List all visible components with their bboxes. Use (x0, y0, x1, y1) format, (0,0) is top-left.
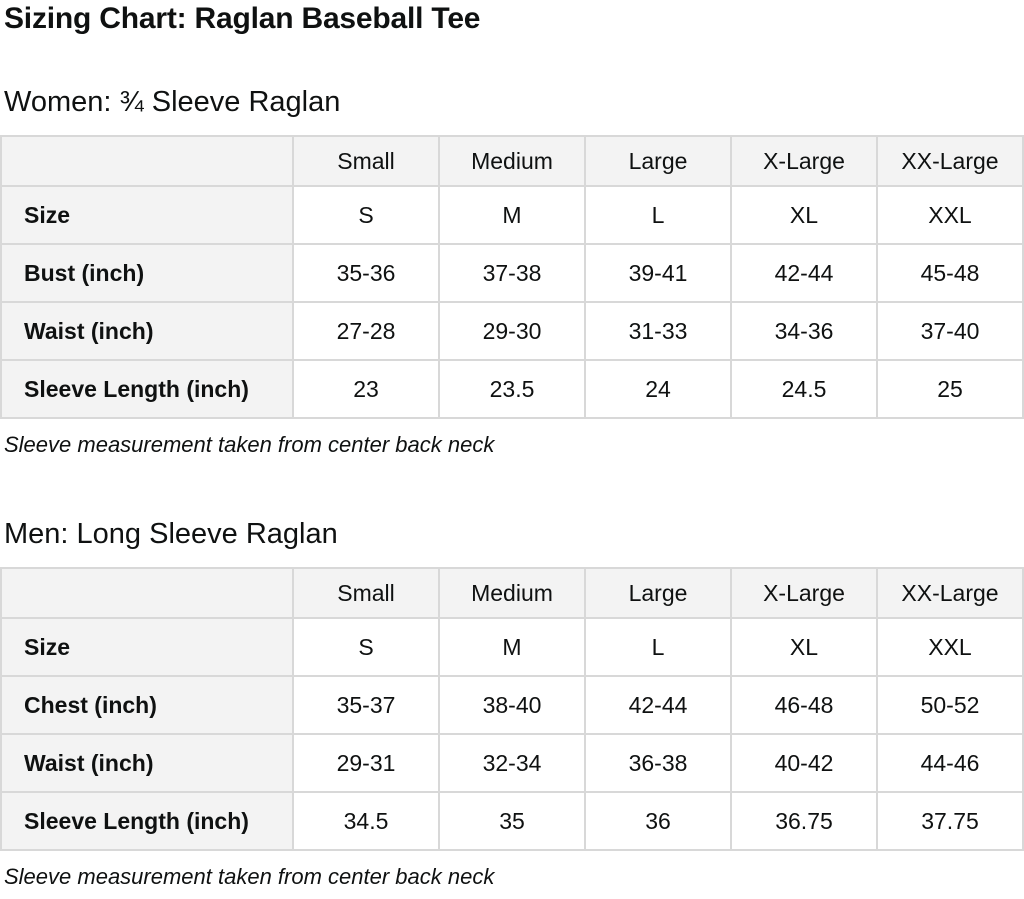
table-cell: 37-38 (438, 243, 586, 303)
table-cell: M (438, 185, 586, 245)
table-cell: 42-44 (584, 675, 732, 735)
table-cell: 23.5 (438, 359, 586, 419)
column-header-xxlarge: XX-Large (876, 567, 1024, 619)
table-cell: XL (730, 185, 878, 245)
sleeve-note-women: Sleeve measurement taken from center bac… (4, 432, 495, 457)
table-cell: 29-30 (438, 301, 586, 361)
column-header-xxlarge: XX-Large (876, 135, 1024, 187)
women-sizing-table: Small Medium Large X-Large XX-Large Size… (0, 135, 1024, 419)
table-row-bust: Bust (inch) 35-36 37-38 39-41 42-44 45-4… (0, 243, 1024, 303)
table-cell: 34.5 (292, 791, 440, 851)
table-cell: 36-38 (584, 733, 732, 793)
column-header-large: Large (584, 135, 732, 187)
table-cell: 34-36 (730, 301, 878, 361)
table-cell: 42-44 (730, 243, 878, 303)
table-cell: 35-37 (292, 675, 440, 735)
row-label: Sleeve Length (inch) (0, 791, 294, 851)
column-header-medium: Medium (438, 567, 586, 619)
men-section-heading: Men: Long Sleeve Raglan (4, 518, 338, 550)
column-header-small: Small (292, 135, 440, 187)
table-cell: 46-48 (730, 675, 878, 735)
table-cell: 32-34 (438, 733, 586, 793)
column-header-medium: Medium (438, 135, 586, 187)
sleeve-note-men: Sleeve measurement taken from center bac… (4, 864, 495, 889)
table-cell: 38-40 (438, 675, 586, 735)
table-row-waist: Waist (inch) 27-28 29-30 31-33 34-36 37-… (0, 301, 1024, 361)
table-cell: 24.5 (730, 359, 878, 419)
table-cell: M (438, 617, 586, 677)
column-header-xlarge: X-Large (730, 135, 878, 187)
row-label: Size (0, 185, 294, 245)
table-cell: 31-33 (584, 301, 732, 361)
table-row-chest: Chest (inch) 35-37 38-40 42-44 46-48 50-… (0, 675, 1024, 735)
table-header-row: Small Medium Large X-Large XX-Large (0, 567, 1024, 619)
table-cell: 44-46 (876, 733, 1024, 793)
table-cell: L (584, 617, 732, 677)
table-cell: XL (730, 617, 878, 677)
women-section-heading: Women: ¾ Sleeve Raglan (4, 86, 341, 118)
column-header-xlarge: X-Large (730, 567, 878, 619)
table-cell: 35-36 (292, 243, 440, 303)
table-cell: L (584, 185, 732, 245)
table-cell: 27-28 (292, 301, 440, 361)
row-label: Bust (inch) (0, 243, 294, 303)
column-header-small: Small (292, 567, 440, 619)
table-cell: 40-42 (730, 733, 878, 793)
table-cell: 37-40 (876, 301, 1024, 361)
table-cell: 39-41 (584, 243, 732, 303)
row-label: Waist (inch) (0, 301, 294, 361)
table-cell: S (292, 617, 440, 677)
table-cell: 36.75 (730, 791, 878, 851)
table-cell: 23 (292, 359, 440, 419)
row-label: Size (0, 617, 294, 677)
column-header-blank (0, 135, 294, 187)
column-header-large: Large (584, 567, 732, 619)
table-cell: 29-31 (292, 733, 440, 793)
row-label: Waist (inch) (0, 733, 294, 793)
table-cell: 36 (584, 791, 732, 851)
table-row-waist: Waist (inch) 29-31 32-34 36-38 40-42 44-… (0, 733, 1024, 793)
column-header-blank (0, 567, 294, 619)
table-row-sleeve-length: Sleeve Length (inch) 34.5 35 36 36.75 37… (0, 791, 1024, 851)
table-cell: S (292, 185, 440, 245)
table-row-size: Size S M L XL XXL (0, 617, 1024, 677)
row-label: Chest (inch) (0, 675, 294, 735)
table-cell: 45-48 (876, 243, 1024, 303)
table-cell: 25 (876, 359, 1024, 419)
table-cell: 50-52 (876, 675, 1024, 735)
table-cell: XXL (876, 185, 1024, 245)
table-row-sleeve-length: Sleeve Length (inch) 23 23.5 24 24.5 25 (0, 359, 1024, 419)
table-cell: 35 (438, 791, 586, 851)
men-sizing-table: Small Medium Large X-Large XX-Large Size… (0, 567, 1024, 851)
table-header-row: Small Medium Large X-Large XX-Large (0, 135, 1024, 187)
table-cell: XXL (876, 617, 1024, 677)
row-label: Sleeve Length (inch) (0, 359, 294, 419)
table-cell: 24 (584, 359, 732, 419)
table-row-size: Size S M L XL XXL (0, 185, 1024, 245)
table-cell: 37.75 (876, 791, 1024, 851)
page-title: Sizing Chart: Raglan Baseball Tee (4, 2, 481, 35)
